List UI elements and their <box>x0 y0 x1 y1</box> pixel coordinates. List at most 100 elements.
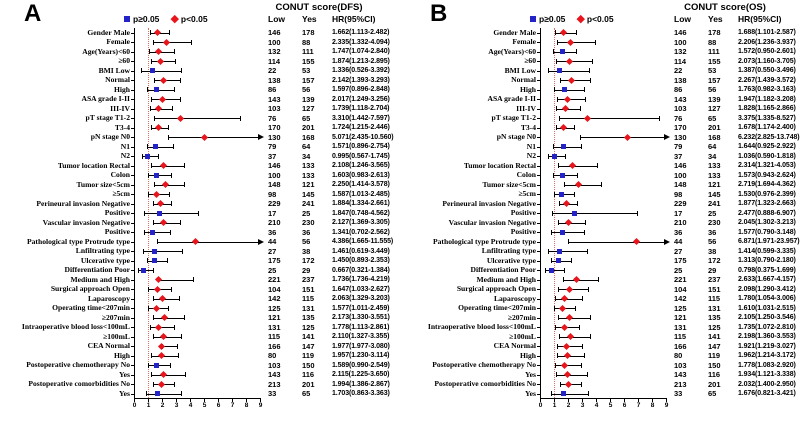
x-axis-tick <box>246 399 247 402</box>
row-label: III-IV <box>406 105 540 113</box>
forest-row-plot <box>540 209 668 219</box>
low-value: 115 <box>268 332 281 342</box>
yes-value: 36 <box>302 227 311 237</box>
legend-label-sig: p<0.05 <box>180 14 208 24</box>
x-axis-tick-label: 1 <box>552 402 557 409</box>
ci-cap-left <box>554 296 556 302</box>
significant-diamond-icon <box>155 323 163 331</box>
hr-value: 1.947(1.182-3.208) <box>738 95 796 103</box>
row-label: Pathological type Protrude type <box>0 238 134 246</box>
forest-row: pT stage T1-2 76 65 3.375(1.335-8.527) <box>406 114 812 124</box>
forest-row: N2 37 34 1.036(0.590-1.818) <box>406 152 812 162</box>
forest-row-plot <box>134 247 262 257</box>
ci-cap-left <box>553 49 555 55</box>
yes-value: 133 <box>708 170 721 180</box>
ci-line <box>547 70 589 72</box>
forest-row: Pathological type Protrude type 44 56 6.871… <box>406 237 812 247</box>
ci-cap-right <box>596 163 598 169</box>
forest-row: BMI Low 22 53 1.336(0.526-3.392) <box>0 66 406 76</box>
hr-value: 2.314(1.321-4.053) <box>738 162 796 170</box>
ci-cap-left <box>153 182 155 188</box>
hr-value: 1.577(0.790-3.148) <box>738 228 796 236</box>
row-label: Operating time<207min <box>406 304 540 312</box>
ci-cap-left <box>555 30 557 36</box>
x-axis-tick-label: 4 <box>188 402 193 409</box>
panel-letter: A <box>24 0 42 27</box>
ci-line <box>556 61 592 63</box>
forest-row-plot <box>540 66 668 76</box>
low-value: 166 <box>674 341 687 351</box>
yes-value: 56 <box>302 237 311 247</box>
ci-cap-right <box>577 201 579 207</box>
hr-value: 1.450(0.893-2.353) <box>332 257 390 265</box>
significant-diamond-icon <box>559 124 568 132</box>
low-value: 210 <box>268 218 281 228</box>
significant-diamond-icon <box>201 133 209 141</box>
x-axis-tick <box>260 399 261 402</box>
yes-value: 147 <box>302 341 315 351</box>
forest-row: High 80 119 1.957(1.230-3.114) <box>0 351 406 361</box>
ci-cap-right <box>153 267 155 273</box>
x-axis-tick-label: 3 <box>174 402 179 409</box>
hr-value: 1.313(0.790-2.180) <box>738 257 796 265</box>
low-value: 36 <box>268 227 277 237</box>
forest-row-plot <box>134 332 262 342</box>
forest-row: Medium and High 221 237 1.736(1.736-4.219) <box>0 275 406 285</box>
x-axis-tick <box>666 399 667 402</box>
row-label: Intraoperative blood loss<100mL <box>0 323 134 331</box>
nonsignificant-square-icon <box>557 248 563 254</box>
hr-value: 1.572(0.950-2.601) <box>738 48 796 56</box>
ci-cap-left <box>151 125 152 131</box>
ci-cap-right <box>575 305 577 311</box>
significant-diamond-icon <box>159 333 168 341</box>
row-label: ≥60 <box>0 57 134 65</box>
forest-row: III-IV 103 127 1.739(1.118-2.704) <box>0 104 406 114</box>
low-value: 27 <box>268 246 277 256</box>
low-value: 221 <box>674 275 687 285</box>
ci-cap-right <box>584 220 586 226</box>
row-label: Laparoscopy <box>0 295 134 303</box>
blue-square-icon <box>124 16 130 22</box>
significant-diamond-icon <box>568 162 576 170</box>
hr-value: 1.994(1.386-2.867) <box>332 380 390 388</box>
forest-row: CEA Normal 166 147 1.921(1.219-3.027) <box>406 342 812 352</box>
yes-value: 133 <box>708 161 721 171</box>
low-value: 76 <box>674 113 683 123</box>
ci-line <box>552 213 637 215</box>
row-label: ≥60 <box>406 57 540 65</box>
row-label: Yes <box>0 371 134 379</box>
forest-row-plot <box>540 104 668 114</box>
hr-value: 1.678(1.174-2.400) <box>738 124 796 132</box>
ci-cap-left <box>559 381 561 387</box>
x-axis-tick-label: 5 <box>202 402 207 409</box>
yes-value: 38 <box>302 246 311 256</box>
row-label: T3-4 <box>0 124 134 132</box>
significant-diamond-icon <box>160 371 168 379</box>
ci-cap-right <box>184 182 186 188</box>
forest-row: ≥60 114 155 2.073(1.160-3.705) <box>406 57 812 67</box>
forest-row: ≥5cm 98 145 1.530(0.976-2.399) <box>406 190 812 200</box>
yes-value: 147 <box>708 341 721 351</box>
ci-cap-left <box>557 315 559 321</box>
ci-line <box>567 241 666 243</box>
forest-row-plot <box>134 142 262 152</box>
ci-cap-right <box>173 49 175 55</box>
forest-row-plot <box>540 123 668 133</box>
nonsignificant-square-icon <box>153 172 159 178</box>
forest-row: Ulcerative type 175 172 1.313(0.790-2.180) <box>406 256 812 266</box>
significant-diamond-icon <box>565 314 574 322</box>
x-axis-tick-label: 0 <box>132 402 137 409</box>
ci-cap-left <box>152 315 154 321</box>
forest-row-plot <box>134 152 262 162</box>
row-label: Gender Male <box>0 29 134 37</box>
ci-cap-right <box>171 201 173 207</box>
legend-label-sig: p<0.05 <box>586 14 614 24</box>
hr-value: 0.995(0.567-1.745) <box>332 152 390 160</box>
forest-row-plot <box>134 104 262 114</box>
forest-row-plot <box>540 57 668 67</box>
low-value: 132 <box>674 47 687 57</box>
forest-row-plot <box>540 332 668 342</box>
column-header-yes: Yes <box>302 14 317 24</box>
forest-row: pN stage N0 130 168 5.071(2.435-10.560) <box>0 133 406 143</box>
row-label: ≥5cm <box>0 190 134 198</box>
